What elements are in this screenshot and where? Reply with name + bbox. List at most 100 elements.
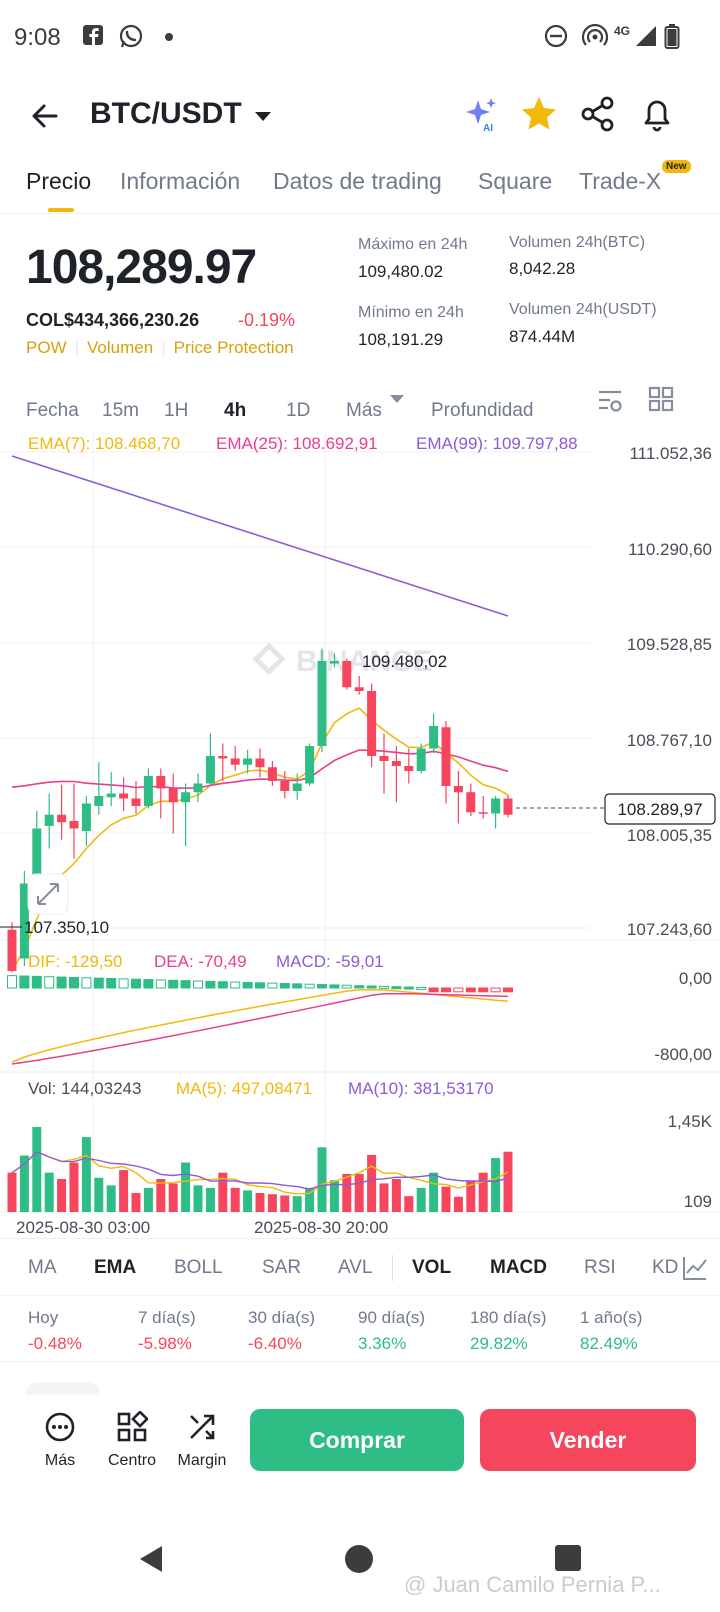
center-button[interactable]: Centro (92, 1410, 172, 1470)
macd-bar (354, 985, 365, 989)
vol-ma5-label: MA(5): 497,08471 (176, 1079, 312, 1098)
indicator-avl[interactable]: AVL (338, 1257, 373, 1278)
candle (267, 760, 277, 786)
candle (94, 762, 104, 815)
indicator-chart-icon[interactable] (680, 1253, 710, 1283)
interval-fecha[interactable]: Fecha (26, 400, 79, 421)
candle (429, 713, 439, 754)
volume-bar (391, 1179, 401, 1212)
tab-datos-de-trading[interactable]: Datos de trading (273, 168, 442, 194)
indicator-ema[interactable]: EMA (94, 1257, 137, 1278)
tab-square[interactable]: Square (478, 168, 553, 194)
macd-bar (230, 981, 241, 989)
tag-volumen[interactable]: Volumen (87, 338, 154, 357)
hotspot-icon (582, 24, 608, 46)
macd-bar (279, 982, 290, 989)
ai-sparkle-icon[interactable]: AI (462, 94, 502, 134)
x-axis-label: 2025-08-30 20:00 (254, 1218, 388, 1237)
macd-bar (441, 987, 451, 993)
current-price-label: 108.289,97 (617, 800, 702, 819)
indicator-ma[interactable]: MA (28, 1257, 57, 1278)
indicator-tabs: MA EMA BOLL SAR AVL VOL MACD RSI KD (0, 1238, 720, 1296)
bell-icon[interactable] (637, 94, 677, 134)
perf-item: 30 día(s) -6.40% (248, 1308, 316, 1353)
macd-bar (478, 987, 489, 993)
volume-bar (7, 1172, 17, 1212)
indicator-rsi[interactable]: RSI (584, 1257, 616, 1278)
volume-bar (106, 1185, 116, 1212)
vol-label: Vol: 144,03243 (28, 1079, 141, 1098)
price-change: -0.19% (238, 310, 296, 330)
macd-bar (379, 985, 389, 989)
candle (19, 870, 29, 966)
top-bar: BTC/USDT AI (0, 78, 720, 158)
macd-bar (81, 977, 92, 989)
tag-price-protection[interactable]: Price Protection (173, 338, 294, 357)
back-arrow-icon[interactable] (26, 96, 66, 136)
indicator-sar[interactable]: SAR (262, 1257, 302, 1278)
tab-informacion[interactable]: Información (120, 168, 241, 194)
candle (317, 648, 327, 753)
pair-title[interactable]: BTC/USDT (90, 97, 242, 130)
nav-home-icon[interactable] (344, 1544, 374, 1574)
more-button[interactable]: Más (20, 1411, 100, 1470)
signal-icon (636, 26, 656, 46)
volume-bar (478, 1172, 488, 1212)
volume-bar (280, 1195, 290, 1212)
nav-recents-icon[interactable] (554, 1544, 582, 1572)
tag-pow[interactable]: POW (26, 338, 67, 357)
vol-btc-label: Volumen 24h(BTC) (509, 234, 646, 251)
macd-bar (242, 981, 253, 989)
candle (205, 733, 215, 786)
volume-bar (329, 1180, 339, 1212)
candlestick-chart[interactable]: BINANCE EMA(7): 108.468,70 EMA(25): 108.… (0, 432, 720, 1238)
network-type: 4G (614, 24, 631, 38)
macd-bar (19, 975, 30, 989)
macd-bar (31, 975, 42, 989)
nav-back-icon[interactable] (136, 1544, 166, 1574)
share-icon[interactable] (578, 94, 618, 134)
vol-ma5-line (11, 1150, 509, 1195)
favorite-star-icon[interactable] (519, 94, 559, 134)
layout-grid-icon[interactable] (648, 386, 674, 412)
chart-settings-icon[interactable] (596, 386, 624, 414)
system-nav-bar (0, 1530, 720, 1612)
macd-bar (292, 983, 303, 989)
macd-bar (490, 987, 501, 993)
volume-bar (119, 1170, 129, 1212)
tab-precio[interactable]: Precio (26, 168, 92, 194)
tab-trade-x[interactable]: Trade-X (579, 168, 662, 194)
volume-bar (342, 1173, 352, 1212)
indicator-kd[interactable]: KD (652, 1257, 679, 1278)
caret-down-icon[interactable] (390, 394, 404, 404)
interval-mas[interactable]: Más (346, 400, 382, 421)
volume-panel (7, 1126, 513, 1212)
indicator-boll[interactable]: BOLL (174, 1257, 223, 1278)
candle (255, 748, 265, 778)
macd-label: MACD: -59,01 (276, 952, 384, 971)
interval-profundidad[interactable]: Profundidad (431, 400, 534, 421)
high-marker-label: 109.480,02 (362, 652, 447, 671)
interval-4h[interactable]: 4h (224, 400, 247, 421)
whatsapp-icon (119, 24, 143, 48)
macd-bar (44, 976, 55, 989)
volume-bar (243, 1190, 253, 1212)
candle (119, 777, 129, 811)
expand-chart-icon[interactable] (27, 873, 69, 915)
indicator-macd[interactable]: MACD (490, 1257, 547, 1278)
indicator-vol[interactable]: VOL (412, 1257, 452, 1278)
interval-15m[interactable]: 15m (102, 400, 139, 421)
sell-button[interactable]: Vender (480, 1409, 696, 1471)
chevron-down-icon[interactable] (255, 110, 271, 122)
interval-1d[interactable]: 1D (286, 400, 311, 421)
margin-button[interactable]: Margin (162, 1411, 242, 1470)
volume-axis-label: 109 (684, 1192, 712, 1211)
volume-bar (255, 1192, 265, 1212)
dea-label: DEA: -70,49 (154, 952, 247, 971)
more-label: Más (44, 1452, 76, 1469)
volume-bar (156, 1179, 166, 1212)
notification-dot-icon (165, 33, 173, 41)
interval-1h[interactable]: 1H (164, 400, 189, 421)
buy-button[interactable]: Comprar (250, 1409, 464, 1471)
candle (7, 922, 17, 973)
